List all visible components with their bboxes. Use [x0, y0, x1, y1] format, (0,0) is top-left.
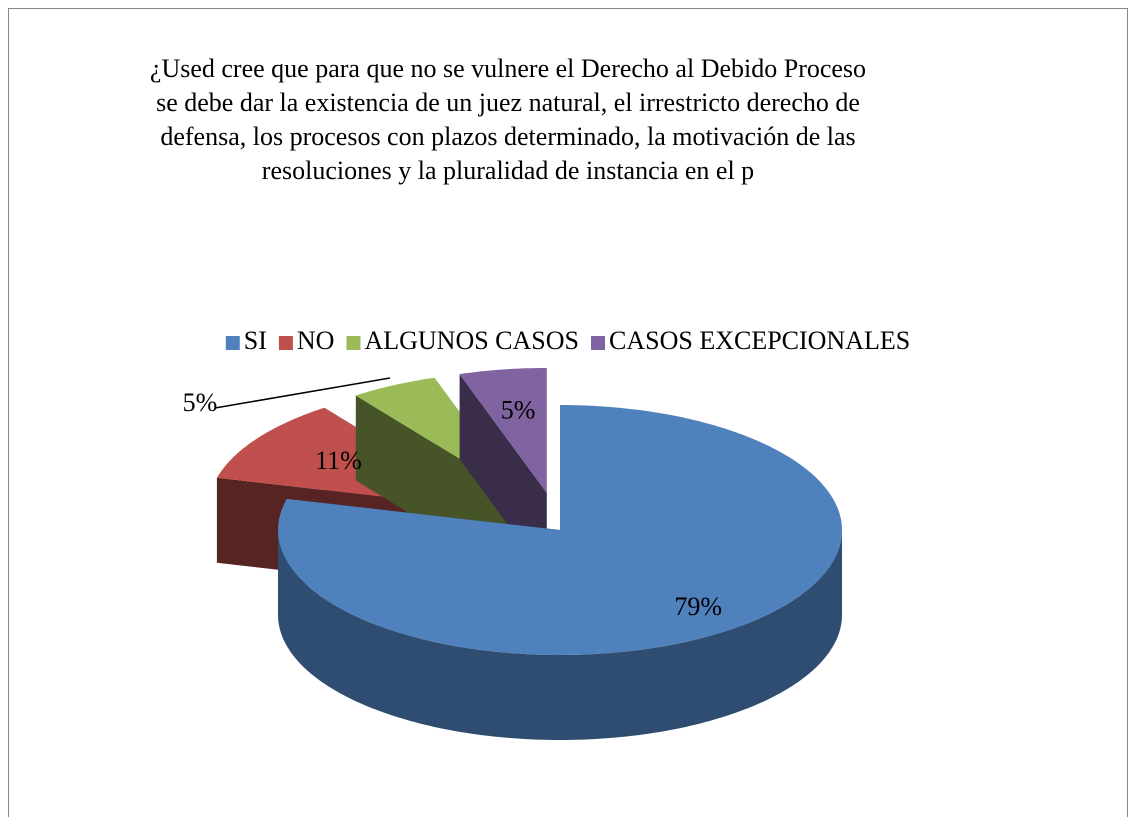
legend-label: NO: [297, 326, 335, 355]
chart-title: ¿Used cree que para que no se vulnere el…: [149, 54, 867, 185]
legend: SI NO ALGUNOS CASOS CASOS EXCEPCIONALES: [225, 326, 910, 355]
legend-label: CASOS EXCEPCIONALES: [609, 326, 910, 355]
legend-label: ALGUNOS CASOS: [364, 326, 579, 355]
data-label: 79%: [674, 592, 722, 621]
legend-swatch: [225, 336, 240, 350]
legend-swatch: [278, 336, 293, 350]
data-label: 5%: [183, 388, 218, 417]
legend-swatch: [591, 336, 606, 350]
legend-label: SI: [244, 326, 267, 355]
legend-swatch: [346, 336, 361, 350]
slice: [459, 368, 547, 493]
slice: [278, 405, 842, 655]
slice-side: [278, 530, 842, 740]
leader-line: [214, 377, 391, 409]
data-label: 5%: [501, 396, 536, 425]
data-label: 11%: [315, 446, 362, 475]
pie: 79% 11% 5% 5%: [183, 368, 842, 740]
